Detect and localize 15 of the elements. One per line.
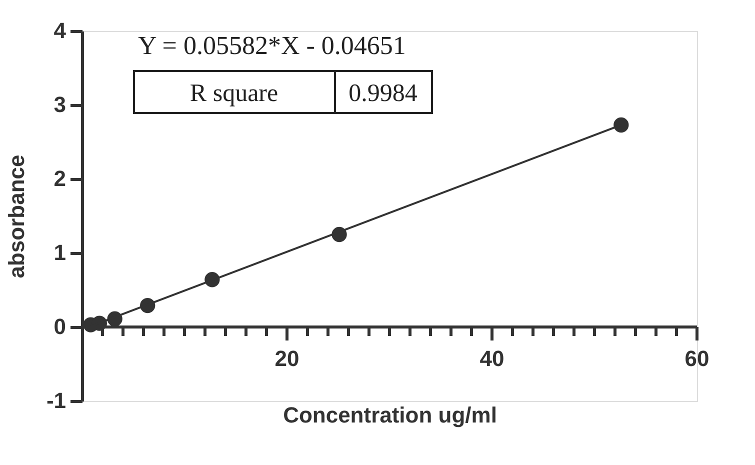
annotation: 0.9984 xyxy=(348,80,418,107)
x-axis-title: Concentration ug/ml xyxy=(283,402,497,428)
x-tick-label: 20 xyxy=(274,346,300,371)
y-axis-title: absorbance xyxy=(4,154,29,278)
y-tick-label: 3 xyxy=(54,92,66,117)
y-tick-label: -1 xyxy=(46,388,66,413)
y-tick-label: 2 xyxy=(54,166,66,191)
y-tick-label: 0 xyxy=(54,314,66,339)
y-tick-label: 4 xyxy=(54,18,67,43)
annotation: R square xyxy=(190,80,278,107)
point xyxy=(614,117,629,133)
x-tick-label: 60 xyxy=(684,346,710,371)
annotation: Y = 0.05582*X - 0.04651 xyxy=(138,31,406,60)
x-tick-label: 40 xyxy=(480,346,504,371)
y-tick-label: 1 xyxy=(54,240,66,265)
